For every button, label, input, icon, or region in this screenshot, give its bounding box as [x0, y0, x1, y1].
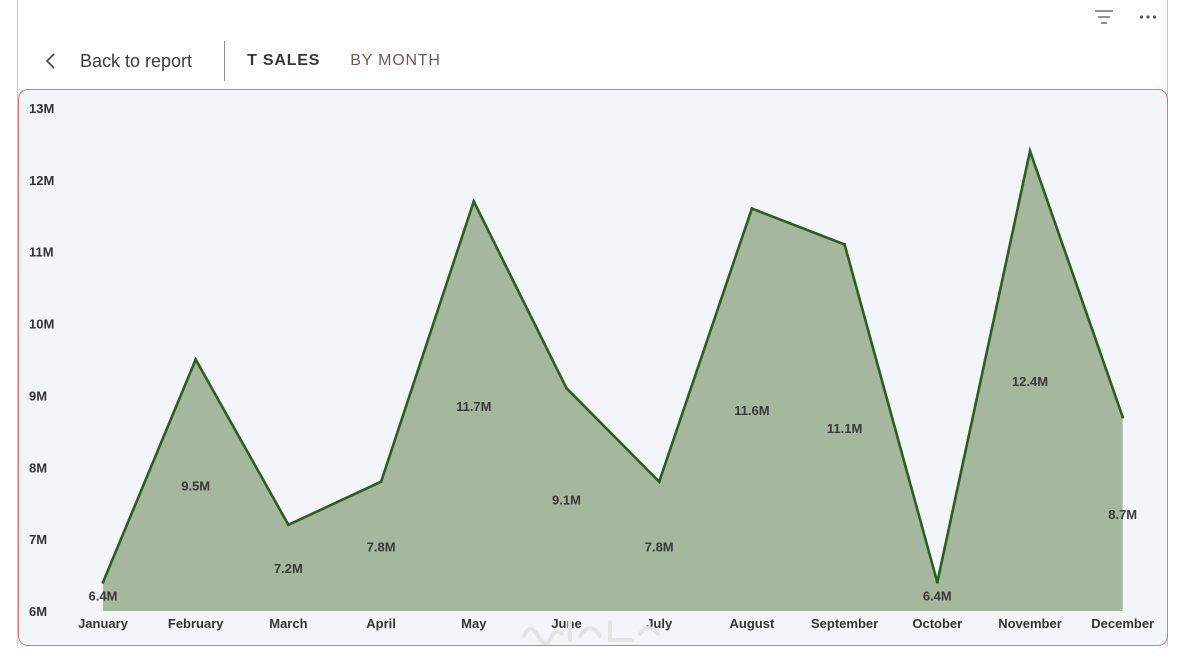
data-label: 7.8M — [645, 539, 674, 554]
data-label: 6.4M — [923, 588, 952, 603]
chevron-left-icon — [45, 53, 55, 69]
x-tick-label: June — [551, 616, 581, 631]
area-chart: 6M 7M 8M 9M 10M 11M 12M 13M January February Marc… — [29, 101, 1154, 631]
y-tick-label: 10M — [29, 317, 54, 332]
visual-title: T SALES BY MONTH — [225, 52, 441, 70]
data-point[interactable] — [565, 386, 568, 390]
series-sales — [101, 146, 1125, 611]
x-tick-label: March — [269, 616, 307, 631]
series-line — [101, 146, 1124, 583]
x-tick-label: September — [811, 616, 878, 631]
y-tick-label: 13M — [29, 101, 54, 116]
y-tick-label: 6M — [29, 604, 47, 619]
data-label: 8.7M — [1108, 507, 1137, 522]
data-label: 12.4M — [1012, 374, 1048, 389]
x-tick-label: February — [168, 616, 224, 631]
x-tick-label: November — [998, 616, 1062, 631]
data-point[interactable] — [286, 523, 290, 527]
data-point[interactable] — [194, 358, 198, 361]
visual-toolbar — [1093, 6, 1159, 28]
more-options-icon[interactable] — [1137, 6, 1159, 28]
y-tick-label: 11M — [29, 245, 54, 260]
data-point[interactable] — [843, 243, 847, 247]
visual-title-main: T SALES — [247, 52, 321, 69]
visual-header: Back to report T SALES BY MONTH — [18, 38, 1168, 84]
y-tick-label: 8M — [29, 460, 47, 475]
data-label: 11.1M — [827, 421, 862, 436]
data-label: 11.6M — [734, 403, 769, 418]
data-label: 6.4M — [89, 588, 118, 603]
y-tick-label: 9M — [29, 388, 47, 403]
x-axis: January February March April May June July Augu… — [78, 616, 1154, 631]
data-label: 9.5M — [181, 478, 210, 493]
data-label: 11.7M — [456, 399, 491, 414]
x-tick-label: August — [730, 616, 775, 631]
data-point[interactable] — [472, 199, 476, 203]
filter-icon[interactable] — [1093, 6, 1115, 28]
data-point[interactable] — [1121, 415, 1125, 419]
data-point[interactable] — [657, 480, 661, 484]
back-to-report-label: Back to report — [80, 50, 193, 71]
x-tick-label: May — [461, 616, 487, 631]
data-label: 7.8M — [367, 539, 396, 554]
watermark-logo — [520, 612, 670, 651]
data-point[interactable] — [379, 480, 383, 484]
area-fill — [103, 151, 1123, 611]
x-tick-label: October — [912, 616, 962, 631]
y-tick-label: 12M — [29, 173, 54, 188]
x-tick-label: April — [366, 616, 396, 631]
y-tick-label: 7M — [29, 532, 47, 547]
x-tick-label: January — [78, 616, 129, 631]
data-point[interactable] — [101, 580, 105, 584]
data-label: 9.1M — [552, 493, 581, 508]
chart-area: 6M 7M 8M 9M 10M 11M 12M 13M January February Marc… — [18, 89, 1168, 646]
y-axis: 6M 7M 8M 9M 10M 11M 12M 13M — [29, 101, 54, 619]
back-to-report-button[interactable]: Back to report — [18, 41, 226, 81]
data-point[interactable] — [1028, 149, 1032, 153]
data-point[interactable] — [750, 207, 754, 211]
visual-title-sub: BY MONTH — [350, 52, 441, 69]
data-labels: 6.4M 9.5M 7.2M 7.8M 11.7M 9.1M 7.8M 11.6M 11.1M 6… — [89, 374, 1138, 603]
data-point[interactable] — [935, 580, 939, 584]
x-tick-label: December — [1091, 616, 1154, 631]
data-label: 7.2M — [274, 561, 303, 576]
